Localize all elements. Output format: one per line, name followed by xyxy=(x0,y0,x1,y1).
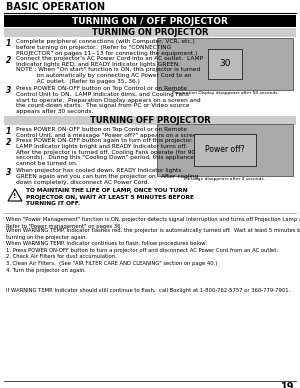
Text: 19: 19 xyxy=(280,382,294,388)
Bar xyxy=(157,38,293,90)
Text: Complete peripheral connections (with Computer, VCR, etc.)
before turning on pro: Complete peripheral connections (with Co… xyxy=(16,39,197,55)
Text: 2: 2 xyxy=(6,138,11,147)
Text: 3: 3 xyxy=(6,168,11,177)
Text: If WARNING TEMP. Indicator should still continue to flash,  call Boxlight at 1-8: If WARNING TEMP. Indicator should still … xyxy=(6,288,290,293)
Text: When "Power Management" function is ON, projector detects signal interruption an: When "Power Management" function is ON, … xyxy=(6,217,300,229)
Bar xyxy=(4,116,296,125)
Polygon shape xyxy=(8,189,22,201)
Text: TURNING OFF PROJECTOR: TURNING OFF PROJECTOR xyxy=(90,116,210,125)
Text: Preparation Display disappears after 90 seconds.: Preparation Display disappears after 90 … xyxy=(172,91,278,95)
Text: 2: 2 xyxy=(6,56,11,65)
Text: Message disappears after 4 seconds.: Message disappears after 4 seconds. xyxy=(184,177,266,181)
Bar xyxy=(4,28,296,37)
Text: 1: 1 xyxy=(6,39,11,48)
Text: NOTE : When "On start" function is ON, this projector is turned
           on au: NOTE : When "On start" function is ON, t… xyxy=(16,67,200,83)
Text: BASIC OPERATION: BASIC OPERATION xyxy=(6,2,105,12)
Bar xyxy=(4,15,296,27)
Text: Connect the projector's AC Power Cord into an AC outlet.  LAMP
Indicator lights : Connect the projector's AC Power Cord in… xyxy=(16,56,203,67)
Text: When projector has cooled down, READY Indicator lights
GREEN again and you can t: When projector has cooled down, READY In… xyxy=(16,168,198,185)
Text: Power off?: Power off? xyxy=(205,146,245,154)
Text: !: ! xyxy=(14,194,16,199)
Text: Press POWER ON-OFF button on Top Control or on Remote
Control Unit to ON.  LAMP : Press POWER ON-OFF button on Top Control… xyxy=(16,86,201,114)
Text: Press POWER ON-OFF button on Top Control or on Remote
Control Unit, and a messag: Press POWER ON-OFF button on Top Control… xyxy=(16,127,202,138)
Text: TURNING ON / OFF PROJECTOR: TURNING ON / OFF PROJECTOR xyxy=(72,17,228,26)
Text: When WARNING TEMP. Indicator flashes red, the projector is automatically turned : When WARNING TEMP. Indicator flashes red… xyxy=(6,228,300,273)
Text: TURNING ON PROJECTOR: TURNING ON PROJECTOR xyxy=(92,28,208,37)
Bar xyxy=(157,124,293,176)
Text: 3: 3 xyxy=(6,86,11,95)
Text: Press POWER ON-OFF button again to turn off this projector.
LAMP Indicator light: Press POWER ON-OFF button again to turn … xyxy=(16,138,195,166)
Text: 1: 1 xyxy=(6,127,11,136)
Text: 30: 30 xyxy=(219,59,231,69)
Text: TO MAINTAIN THE LIFE OF LAMP, ONCE YOU TURN
PROJECTOR ON, WAIT AT LEAST 5 MINUTE: TO MAINTAIN THE LIFE OF LAMP, ONCE YOU T… xyxy=(26,188,194,206)
